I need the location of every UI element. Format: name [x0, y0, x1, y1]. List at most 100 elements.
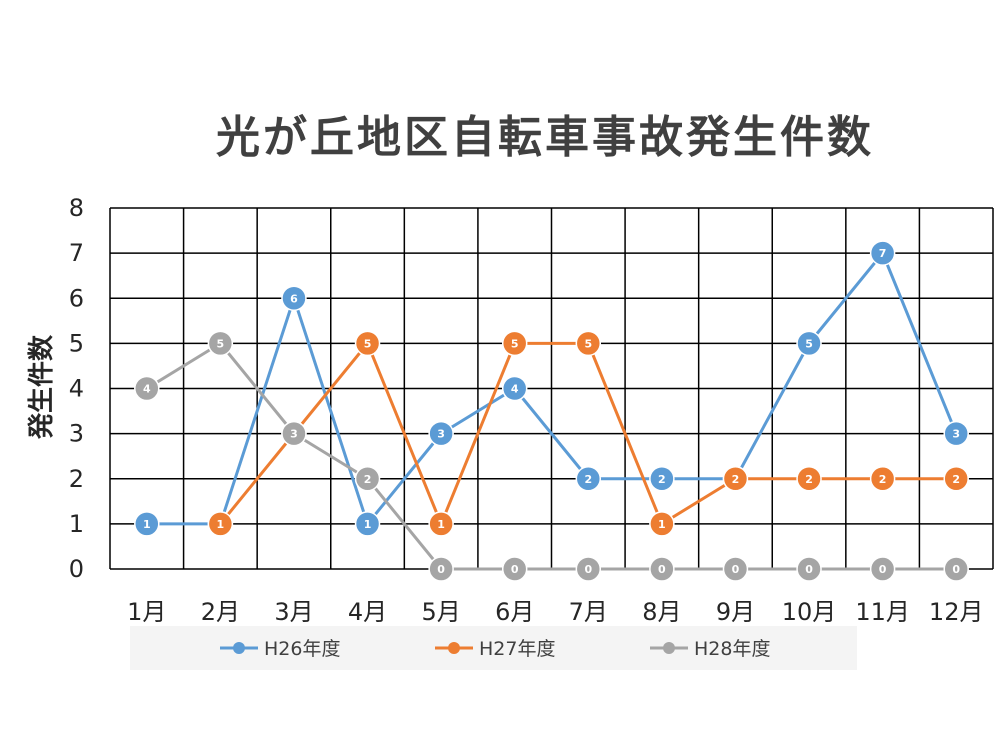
- data-point: [501, 556, 528, 582]
- data-point: [501, 330, 528, 357]
- x-tick-label: 7月: [569, 598, 608, 626]
- data-point: [796, 466, 822, 492]
- data-point: [354, 511, 381, 537]
- data-label: 5: [511, 337, 519, 350]
- legend-label: H27年度: [479, 638, 555, 660]
- legend-marker: [448, 642, 460, 654]
- data-point: [207, 330, 234, 357]
- data-point: [281, 420, 307, 447]
- data-label: 0: [437, 563, 445, 576]
- data-label: 3: [290, 428, 298, 441]
- data-point: [575, 556, 602, 582]
- x-tick-label: 10月: [782, 598, 837, 626]
- data-point: [354, 466, 381, 492]
- data-point: [943, 466, 969, 492]
- legend-label: H26年度: [264, 638, 340, 660]
- data-label: 3: [952, 428, 960, 441]
- data-point: [722, 556, 749, 582]
- data-label: 5: [805, 337, 813, 350]
- x-tick-label: 12月: [929, 598, 984, 626]
- x-tick-label: 1月: [127, 598, 166, 626]
- data-point: [796, 556, 822, 582]
- data-label: 1: [364, 518, 372, 531]
- data-point: [722, 466, 749, 492]
- data-label: 0: [805, 563, 813, 576]
- legend-marker: [233, 642, 245, 654]
- data-point: [649, 466, 675, 492]
- data-point: [649, 556, 675, 582]
- data-label: 1: [658, 518, 666, 531]
- data-point: [869, 466, 896, 492]
- data-point: [428, 420, 454, 447]
- data-label: 2: [364, 473, 372, 486]
- data-label: 0: [511, 563, 519, 576]
- data-point: [649, 511, 675, 537]
- x-tick-label: 6月: [495, 598, 534, 626]
- data-point: [207, 511, 234, 537]
- legend-label: H28年度: [694, 638, 770, 660]
- x-tick-label: 9月: [716, 598, 755, 626]
- data-label: 2: [952, 473, 960, 486]
- data-point: [796, 330, 822, 357]
- y-tick-label: 3: [69, 420, 84, 448]
- y-tick-label: 4: [69, 375, 84, 403]
- series-line: [146, 251, 958, 526]
- chart-title: 光が丘地区自転車事故発生件数: [216, 112, 874, 163]
- data-label: 3: [437, 428, 445, 441]
- y-tick-label: 2: [69, 465, 84, 493]
- data-point: [869, 240, 896, 266]
- legend-marker: [663, 642, 675, 654]
- data-point: [281, 285, 307, 311]
- data-label: 2: [879, 473, 887, 486]
- y-tick-label: 1: [69, 510, 84, 538]
- data-point: [943, 420, 969, 447]
- y-tick-label: 6: [69, 284, 84, 312]
- data-point: [354, 330, 381, 357]
- x-tick-label: 2月: [201, 598, 240, 626]
- data-point: [134, 511, 160, 537]
- data-label: 2: [658, 473, 666, 486]
- data-label: 1: [143, 518, 151, 531]
- data-label: 1: [437, 518, 445, 531]
- data-label: 5: [217, 337, 225, 350]
- data-point: [134, 375, 160, 402]
- data-point: [428, 556, 454, 582]
- data-label: 4: [511, 383, 519, 396]
- data-point: [575, 330, 602, 357]
- legend-item: H27年度: [435, 638, 555, 660]
- y-tick-label: 8: [69, 194, 84, 222]
- data-label: 0: [952, 563, 960, 576]
- data-point: [501, 375, 528, 402]
- data-label: 2: [584, 473, 592, 486]
- data-label: 0: [879, 563, 887, 576]
- data-label: 2: [732, 473, 740, 486]
- y-tick-label: 7: [69, 239, 84, 267]
- data-point: [428, 511, 454, 537]
- x-tick-label: 8月: [642, 598, 681, 626]
- data-point: [575, 466, 602, 492]
- data-label: 0: [658, 563, 666, 576]
- data-label: 5: [584, 337, 592, 350]
- data-point: [869, 556, 896, 582]
- legend-item: H26年度: [220, 638, 340, 660]
- data-label: 0: [732, 563, 740, 576]
- x-tick-label: 11月: [855, 598, 910, 626]
- y-tick-label: 5: [69, 329, 84, 357]
- data-label: 1: [217, 518, 225, 531]
- data-point: [943, 556, 969, 582]
- series-3: 4 5 3 2 0 0 0 0 0 0 0 0: [134, 330, 969, 582]
- x-tick-label: 3月: [274, 598, 313, 626]
- x-tick-label: 4月: [348, 598, 387, 626]
- y-axis-label: 発生件数: [27, 334, 57, 440]
- data-label: 0: [584, 563, 592, 576]
- x-tick-label: 5月: [421, 598, 460, 626]
- legend-item: H28年度: [650, 638, 770, 660]
- series-2: 1 3 5 1 5 5 1 2 2 2 2: [207, 330, 969, 537]
- data-label: 4: [143, 383, 151, 396]
- data-label: 7: [879, 247, 887, 260]
- y-tick-label: 0: [69, 555, 84, 583]
- data-label: 6: [290, 292, 298, 305]
- data-label: 2: [805, 473, 813, 486]
- data-label: 5: [364, 337, 372, 350]
